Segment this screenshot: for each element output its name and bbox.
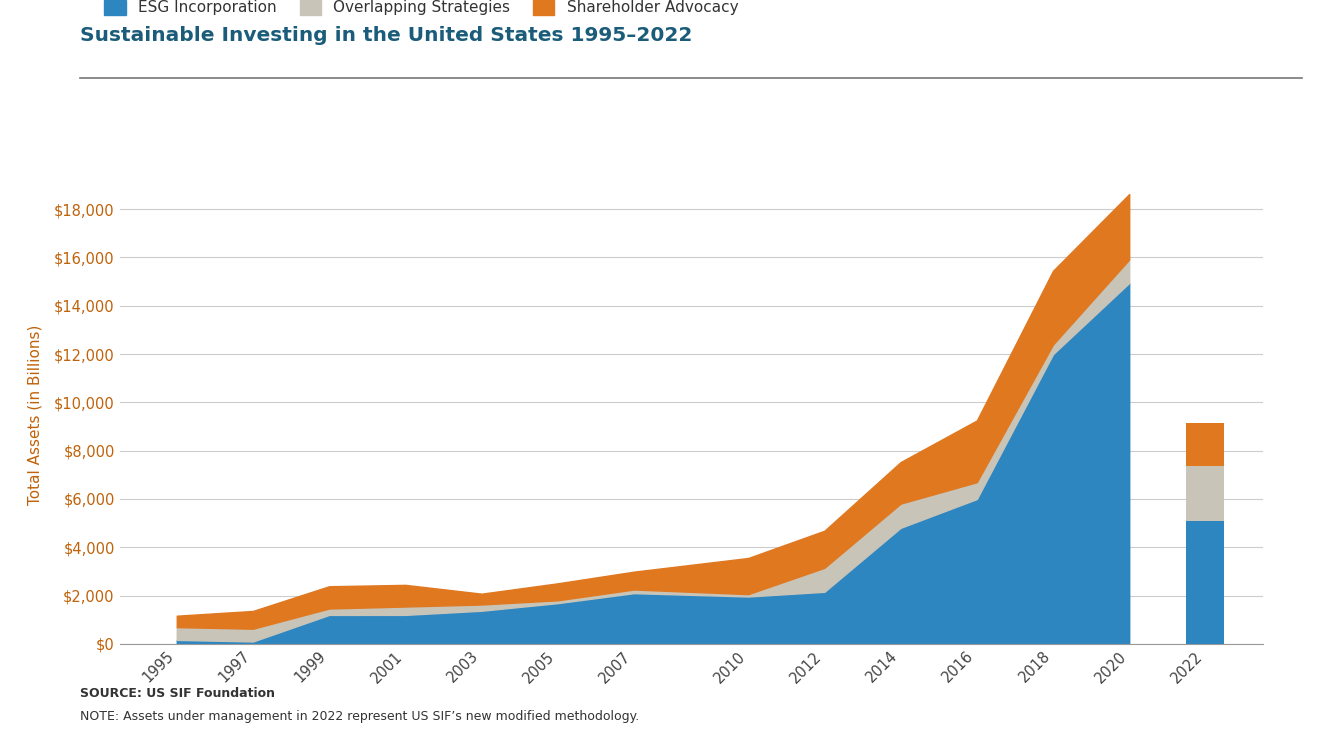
Text: Sustainable Investing in the United States 1995–2022: Sustainable Investing in the United Stat…	[80, 26, 692, 45]
Bar	[1187, 522, 1224, 644]
Bar	[1187, 466, 1224, 522]
Bar	[1187, 423, 1224, 466]
Legend: ESG Incorporation, Overlapping Strategies, Shareholder Advocacy: ESG Incorporation, Overlapping Strategie…	[105, 0, 739, 16]
Text: NOTE: Assets under management in 2022 represent US SIF’s new modified methodolog: NOTE: Assets under management in 2022 re…	[80, 710, 639, 724]
Y-axis label: Total Assets (in Billions): Total Assets (in Billions)	[28, 324, 43, 505]
Text: SOURCE: US SIF Foundation: SOURCE: US SIF Foundation	[80, 687, 275, 700]
